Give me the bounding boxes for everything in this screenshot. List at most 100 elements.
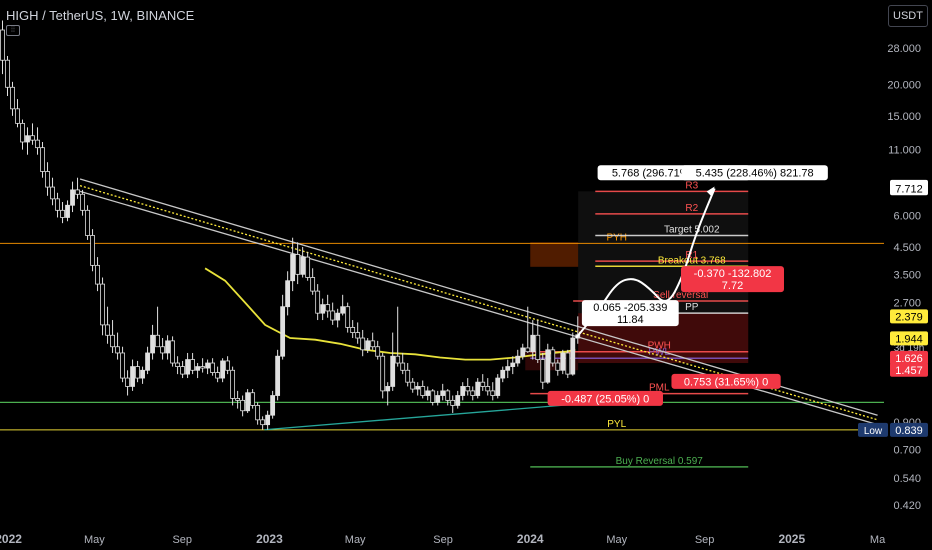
candle-body-up — [70, 189, 75, 206]
candle — [350, 320, 356, 339]
price-flag: 0.839 Low — [858, 422, 928, 437]
candle-body-up — [220, 360, 226, 379]
price-flag: 1.457 — [890, 362, 928, 377]
candle — [465, 378, 471, 396]
candle — [480, 374, 486, 391]
candle — [295, 242, 301, 285]
candle-body-down — [375, 346, 381, 357]
candle — [285, 271, 291, 316]
candle-body-up — [495, 377, 501, 396]
y-tick-label: 15.000 — [887, 111, 921, 123]
candle — [560, 349, 566, 375]
candle-body-down — [80, 193, 85, 211]
candle — [320, 298, 326, 321]
level-label: Target 5.002 — [664, 224, 720, 235]
y-tick-label: 4.500 — [893, 242, 921, 254]
candle — [255, 402, 261, 425]
candle-body-up — [385, 386, 391, 392]
price-flag-bg — [890, 331, 928, 346]
annotation-bg — [581, 300, 679, 327]
candle-body-down — [125, 377, 130, 387]
candle — [0, 20, 5, 75]
candle — [335, 308, 341, 328]
candle-body-up — [425, 390, 431, 396]
candle-body-up — [415, 386, 421, 390]
y-tick-label: 6.000 — [893, 211, 921, 223]
candle — [55, 192, 60, 218]
candle-body-down — [20, 122, 25, 143]
candle — [155, 306, 160, 348]
candle-body-up — [520, 347, 526, 357]
candle-body-down — [5, 59, 10, 88]
candle-body-down — [15, 108, 20, 124]
candle-body-down — [35, 139, 40, 149]
candle-body-up — [285, 280, 291, 308]
candle — [485, 378, 491, 396]
candle — [540, 352, 546, 390]
breakout-zone — [530, 242, 579, 267]
candle — [470, 386, 476, 401]
candle — [20, 119, 25, 150]
candle-body-up — [25, 135, 30, 143]
candle-body-down — [540, 359, 546, 383]
candle — [245, 389, 251, 413]
candle-body-down — [295, 254, 301, 275]
candle — [160, 338, 165, 360]
candle — [340, 294, 346, 316]
price-flag: 7.712 — [890, 181, 928, 196]
candle-body-down — [50, 186, 55, 200]
candle-body-down — [355, 332, 361, 339]
y-tick-label: 28.000 — [887, 43, 921, 55]
currency-button[interactable]: USDT — [888, 5, 928, 27]
level-label: PWH — [648, 341, 671, 352]
level-label: Breakout 3.768 — [658, 255, 726, 266]
candle — [195, 363, 200, 379]
candle — [120, 346, 125, 383]
indicator-toggle-icon[interactable]: ⁞⁞ — [6, 25, 20, 36]
candle-body-down — [90, 235, 95, 266]
candle-body-down — [525, 347, 531, 353]
candle — [420, 380, 426, 399]
annotation-bg — [681, 165, 828, 181]
candle-body-down — [160, 346, 165, 354]
candle — [380, 352, 386, 399]
candle-body-down — [225, 360, 231, 371]
candle — [235, 390, 241, 409]
candle-body-down — [315, 290, 321, 314]
candle — [180, 360, 185, 379]
candle-body-down — [325, 304, 331, 312]
y-tick-label: 3.500 — [893, 269, 921, 281]
level-label: PP — [685, 302, 699, 313]
candle-body-up — [205, 362, 210, 369]
candle-body-down — [95, 264, 100, 285]
candle-body-down — [30, 135, 35, 141]
level-label: R1 — [685, 250, 698, 261]
candle — [45, 162, 50, 196]
candle — [500, 366, 506, 383]
candle — [35, 127, 40, 155]
candle-body-down — [260, 419, 266, 426]
level-label: PWL — [648, 347, 670, 358]
candle — [395, 306, 401, 367]
y-tick-label: 20.000 — [887, 80, 921, 92]
candle — [105, 306, 110, 344]
candle-body-down — [210, 362, 216, 373]
price-flag-tag-bg — [858, 422, 888, 437]
price-flag-tag: Low — [864, 426, 883, 437]
candle — [165, 335, 170, 360]
candle-body-up — [280, 306, 286, 357]
candle-body-down — [180, 366, 185, 375]
x-tick-label: May — [606, 534, 627, 546]
candle — [185, 352, 190, 379]
candle-body-down — [240, 399, 246, 412]
candle-body-down — [410, 381, 416, 390]
candle-body-up — [365, 340, 371, 351]
candle-body-up — [300, 256, 306, 275]
candle-body-down — [490, 390, 496, 396]
chart-title: HIGH / TetherUS, 1W, BINANCE — [6, 8, 195, 23]
candle — [385, 382, 391, 406]
x-tick-label: Sep — [433, 534, 453, 546]
price-flag-bg — [890, 422, 928, 437]
price-flag-label: 0.839 — [895, 425, 923, 437]
